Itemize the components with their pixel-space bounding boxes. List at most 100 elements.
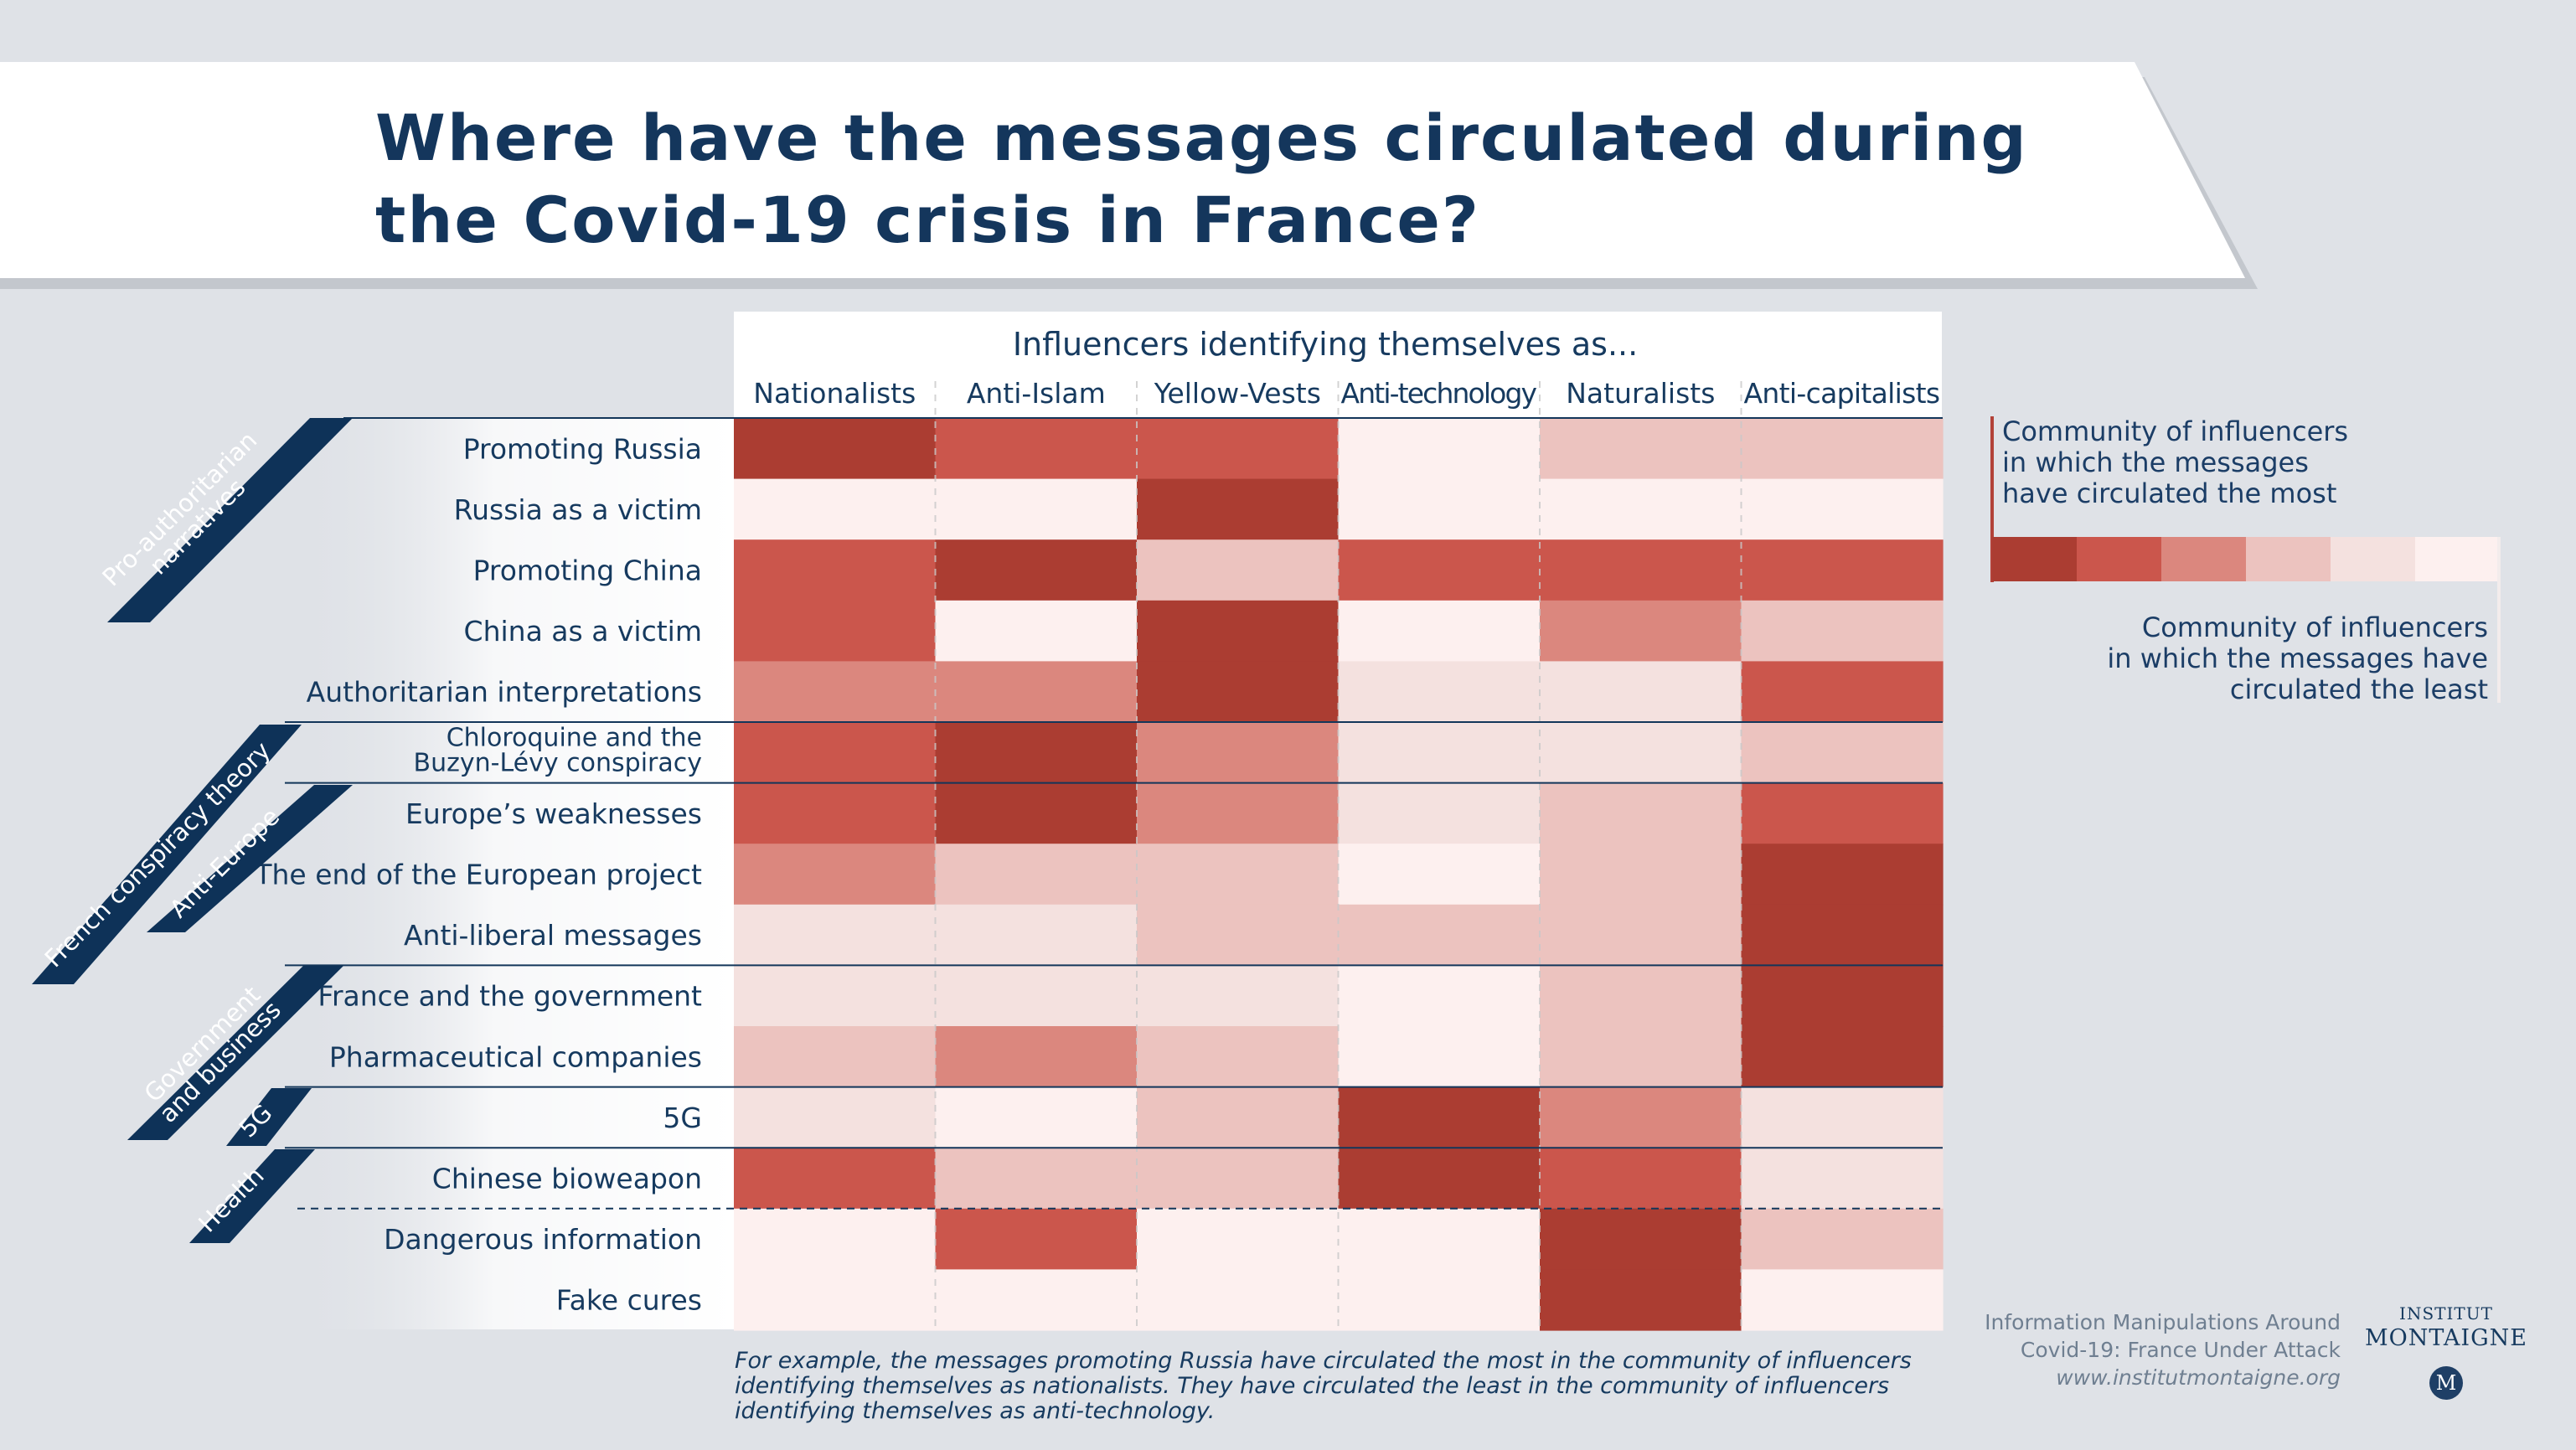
legend-least-marker: [2497, 537, 2501, 703]
heatmap-cell: [935, 600, 1138, 662]
heatmap-cell: [1137, 661, 1340, 723]
heatmap-cell: [1741, 904, 1944, 966]
legend-swatch: [2415, 537, 2501, 581]
heatmap-cell: [734, 418, 937, 480]
heatmap-cell: [1338, 661, 1541, 723]
heatmap-cell: [1338, 600, 1541, 662]
heatmap-cell: [1338, 1086, 1541, 1148]
legend-most-line-1: Community of influencers: [2002, 415, 2349, 447]
heatmap-cell: [935, 1208, 1138, 1270]
heatmap-cell: [1338, 722, 1541, 784]
heatmap-cell: [1338, 965, 1541, 1027]
legend-swatch: [2331, 537, 2416, 581]
heatmap-cell: [1741, 1208, 1944, 1270]
heatmap-cell: [1741, 782, 1944, 844]
heatmap-cell: [1338, 1269, 1541, 1331]
row-label: Europe’s weaknesses: [405, 797, 702, 830]
heatmap-cell: [1137, 1026, 1340, 1088]
heatmap-cell: [1338, 1026, 1541, 1088]
heatmap-cell: [734, 904, 937, 966]
heatmap-cell: [734, 722, 937, 784]
heatmap-cell: [1741, 1086, 1944, 1148]
heatmap-cell: [1137, 1086, 1340, 1148]
legend-least-line-1: Community of influencers: [2141, 611, 2488, 643]
legend-least-line-3: circulated the least: [2229, 673, 2488, 705]
heatmap-cell: [1137, 965, 1340, 1027]
footnote-line-3: identifying themselves as anti-technolog…: [735, 1398, 1216, 1424]
row-label: Chloroquine and the: [447, 723, 702, 752]
heatmap-cell: [1338, 782, 1541, 844]
heatmap-cell: [1137, 904, 1340, 966]
heatmap-cell: [935, 844, 1138, 906]
heatmap-cell: [1338, 1148, 1541, 1210]
row-label: China as a victim: [464, 615, 702, 648]
heatmap-cell: [1540, 844, 1742, 906]
column-label: Anti-technology: [1341, 377, 1538, 410]
heatmap-cell: [1137, 1269, 1340, 1331]
title-line-2: the Covid-19 crisis in France?: [375, 183, 1480, 257]
heatmap-cell: [935, 661, 1138, 723]
heatmap-cell: [1137, 539, 1340, 601]
heatmap-cell: [1741, 1269, 1944, 1331]
heatmap-cell: [1338, 844, 1541, 906]
heatmap-cell: [1540, 600, 1742, 662]
heatmap-cell: [1540, 965, 1742, 1027]
heatmap-cell: [1741, 661, 1944, 723]
legend-most-marker: [1990, 416, 1994, 582]
heatmap-cell: [734, 478, 937, 540]
source-line-1: Information Manipulations Around: [1985, 1310, 2341, 1334]
heatmap-cell: [1338, 539, 1541, 601]
heatmap-cell: [935, 539, 1138, 601]
category-ribbon: [127, 966, 343, 1140]
column-label: Yellow-Vests: [1154, 377, 1321, 410]
heatmap-cell: [1137, 722, 1340, 784]
heatmap-cell: [1540, 661, 1742, 723]
heatmap-cell: [1741, 1026, 1944, 1088]
row-label: The end of the European project: [254, 859, 702, 891]
legend-most-line-3: have circulated the most: [2002, 477, 2337, 509]
heatmap-cell: [1540, 539, 1742, 601]
column-label: Anti-capitalists: [1744, 377, 1941, 410]
heatmap-cell: [935, 1269, 1138, 1331]
heatmap-cell: [1540, 478, 1742, 540]
heatmap-cell: [1540, 722, 1742, 784]
legend-swatch: [1992, 537, 2078, 581]
heatmap-cell: [1338, 418, 1541, 480]
heatmap-cell: [1137, 1208, 1340, 1270]
category-ribbon: [107, 418, 353, 622]
heatmap-cell: [1540, 1269, 1742, 1331]
heatmap-cell: [935, 478, 1138, 540]
row-label-panel: [297, 418, 734, 1329]
legend-least-line-2: in which the messages have: [2107, 642, 2488, 674]
row-label: France and the government: [317, 980, 702, 1013]
title-banner: [0, 62, 2258, 289]
column-label: Nationalists: [753, 377, 916, 410]
heatmap-cell: [935, 782, 1138, 844]
category-ribbon: [189, 1149, 315, 1243]
legend-least-label: Community of influencers in which the me…: [2027, 612, 2488, 705]
footnote-line-2: identifying themselves as nationalists. …: [735, 1373, 1890, 1399]
footnote-line-1: For example, the messages promoting Russ…: [735, 1348, 1912, 1374]
heatmap-cell: [734, 600, 937, 662]
title-line-1: Where have the messages circulated durin…: [375, 101, 2028, 175]
heatmap-cell: [1338, 1208, 1541, 1270]
legend-swatch: [2246, 537, 2331, 581]
column-label: Anti-Islam: [967, 377, 1106, 410]
column-group-title: Influencers identifying themselves as...: [1013, 326, 1638, 363]
institut-montaigne-logo: INSTITUT MONTAIGNE M: [2362, 1303, 2530, 1400]
heatmap-cell: [935, 1026, 1138, 1088]
row-label: Anti-liberal messages: [404, 919, 702, 952]
heatmap-cell: [935, 1148, 1138, 1210]
heatmap-cell: [734, 1026, 937, 1088]
heatmap-cell: [734, 844, 937, 906]
footnote: For example, the messages promoting Russ…: [735, 1348, 1912, 1424]
source-line-2: Covid-19: France Under Attack: [2020, 1338, 2341, 1362]
row-label: Promoting Russia: [463, 432, 702, 465]
heatmap-cell: [1741, 600, 1944, 662]
source-url-link[interactable]: www.institutmontaigne.org: [2056, 1365, 2341, 1390]
heatmap-cell: [1540, 1086, 1742, 1148]
heatmap-cell: [935, 904, 1138, 966]
logo-mark-icon: M: [2429, 1366, 2463, 1400]
heatmap-cell: [1137, 782, 1340, 844]
